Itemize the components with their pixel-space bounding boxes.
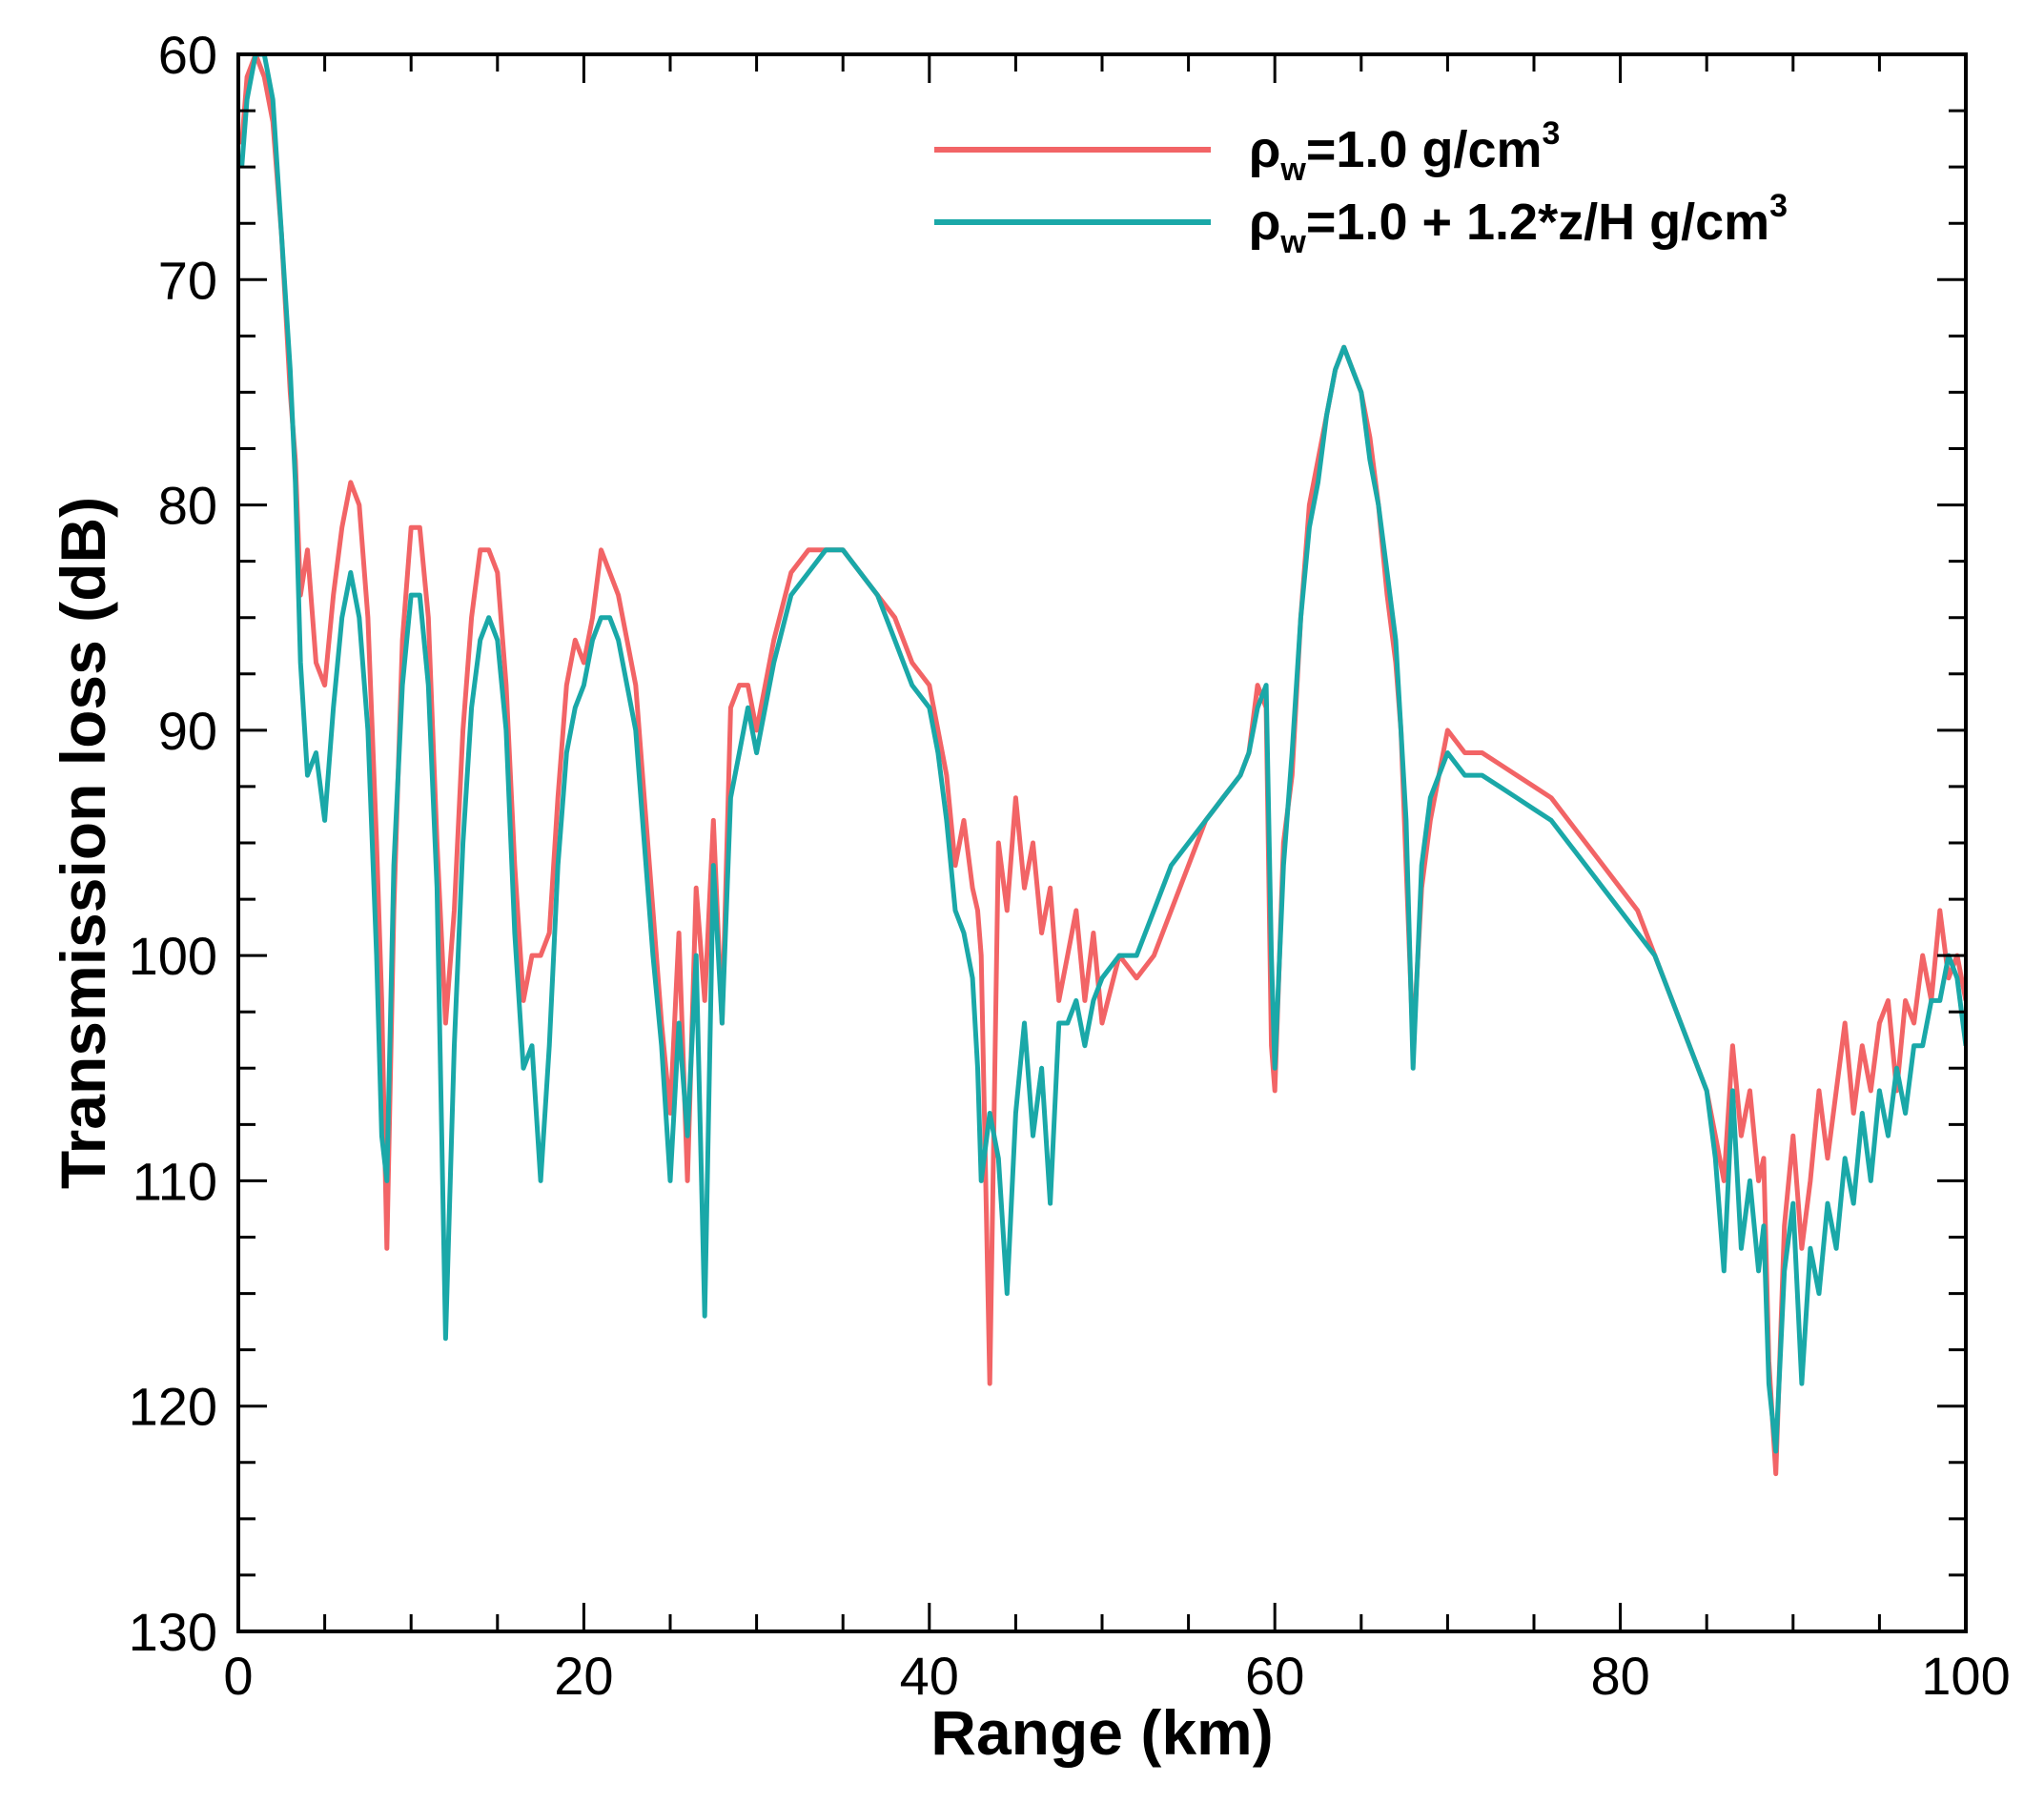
y-tick-label: 130 <box>129 1602 217 1662</box>
x-tick-label: 20 <box>554 1646 613 1706</box>
y-tick-label: 60 <box>158 25 217 85</box>
plot-frame <box>236 52 1968 1633</box>
legend-rho-1: ρ <box>1249 121 1280 178</box>
x-axis-title: Range (km) <box>930 1697 1273 1768</box>
legend-sup-1: 3 <box>1543 115 1561 152</box>
y-tick-label: 80 <box>158 476 217 536</box>
legend-eq-2: =1.0 + 1.2*z/H g/cm <box>1306 194 1769 251</box>
legend-rho-2: ρ <box>1249 194 1280 251</box>
series-line-1 <box>239 54 1966 1477</box>
tick-labels: 0 20 40 60 80 100 60 70 80 90 100 110 120 130 <box>129 25 2011 1706</box>
y-tick-label: 120 <box>129 1377 217 1437</box>
series-layer <box>239 54 1966 1477</box>
legend-eq-1: =1.0 g/cm <box>1306 121 1543 178</box>
legend: ρw=1.0 g/cm3 ρw=1.0 + 1.2*z/H g/cm3 <box>934 115 1788 260</box>
legend-sup-2: 3 <box>1769 188 1788 224</box>
legend-label-series-2: ρw=1.0 + 1.2*z/H g/cm3 <box>1249 188 1788 260</box>
x-tick-label: 0 <box>223 1646 253 1706</box>
y-axis-title: Transmission loss (dB) <box>48 497 118 1189</box>
legend-sub-2: w <box>1279 224 1306 260</box>
x-tick-label: 60 <box>1245 1646 1304 1706</box>
legend-label-series-1: ρw=1.0 g/cm3 <box>1249 115 1560 188</box>
x-tick-label: 80 <box>1590 1646 1649 1706</box>
y-tick-label: 110 <box>133 1151 217 1211</box>
x-tick-label: 40 <box>900 1646 959 1706</box>
series-line-2 <box>239 54 1966 1454</box>
ticks-layer <box>236 52 1968 1633</box>
x-tick-label: 100 <box>1921 1646 2010 1706</box>
legend-sub-1: w <box>1279 152 1306 188</box>
y-tick-label: 70 <box>158 250 217 310</box>
y-tick-label: 100 <box>129 926 217 986</box>
y-tick-label: 90 <box>158 701 217 761</box>
